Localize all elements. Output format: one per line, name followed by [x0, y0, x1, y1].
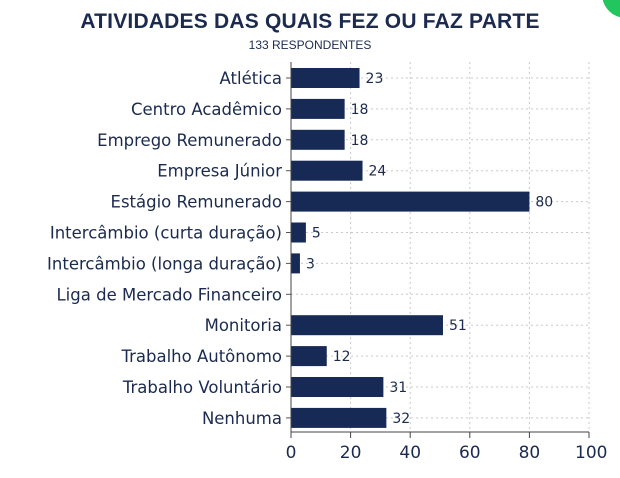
x-tick-label: 40: [399, 443, 421, 463]
category-label: Intercâmbio (longa duração): [47, 254, 282, 273]
category-label: Atlética: [220, 69, 282, 88]
value-label: 80: [535, 195, 553, 211]
value-label: 18: [351, 102, 369, 118]
value-label: 51: [449, 318, 467, 334]
bar: [291, 222, 306, 243]
category-label: Trabalho Voluntário: [122, 378, 282, 397]
value-label: 24: [369, 164, 387, 180]
x-tick-label: 0: [286, 443, 297, 463]
bar: [291, 160, 363, 181]
value-label: 18: [351, 133, 369, 149]
grid-lines: [291, 62, 590, 432]
value-label: 23: [366, 71, 384, 87]
bars: [291, 68, 530, 428]
value-label: 3: [306, 256, 315, 272]
category-label: Nenhuma: [202, 409, 282, 428]
category-label: Empresa Júnior: [157, 162, 282, 181]
category-label: Trabalho Autônomo: [120, 347, 282, 366]
category-label: Emprego Remunerado: [97, 131, 282, 150]
x-tick-label: 20: [340, 443, 362, 463]
bar: [291, 407, 387, 428]
bar: [291, 98, 345, 119]
category-label: Centro Acadêmico: [131, 100, 282, 119]
category-label: Estágio Remunerado: [111, 193, 282, 212]
value-label: 12: [333, 349, 351, 365]
x-tick-label: 60: [459, 443, 481, 463]
bar: [291, 253, 300, 274]
chart-subtitle: 133 RESPONDENTES: [248, 38, 372, 52]
value-label: 5: [312, 226, 321, 242]
bar: [291, 315, 443, 336]
value-label: 31: [389, 380, 407, 396]
value-label: 32: [392, 411, 410, 427]
bar: [291, 346, 327, 367]
axes: [286, 62, 590, 438]
x-tick-label: 100: [575, 443, 607, 463]
bar: [291, 68, 360, 88]
x-tick-label: 80: [519, 443, 541, 463]
bar: [291, 377, 384, 397]
category-label: Liga de Mercado Financeiro: [56, 285, 282, 304]
labels: Atlética 23 Centro Acadêmico 18 Emprego Remu…: [47, 69, 607, 463]
category-label: Monitoria: [205, 316, 282, 335]
bar: [291, 129, 345, 150]
category-label: Intercâmbio (curta duração): [50, 224, 282, 243]
chart-title: ATIVIDADES DAS QUAIS FEZ OU FAZ PARTE: [80, 10, 540, 33]
bar: [291, 191, 530, 212]
